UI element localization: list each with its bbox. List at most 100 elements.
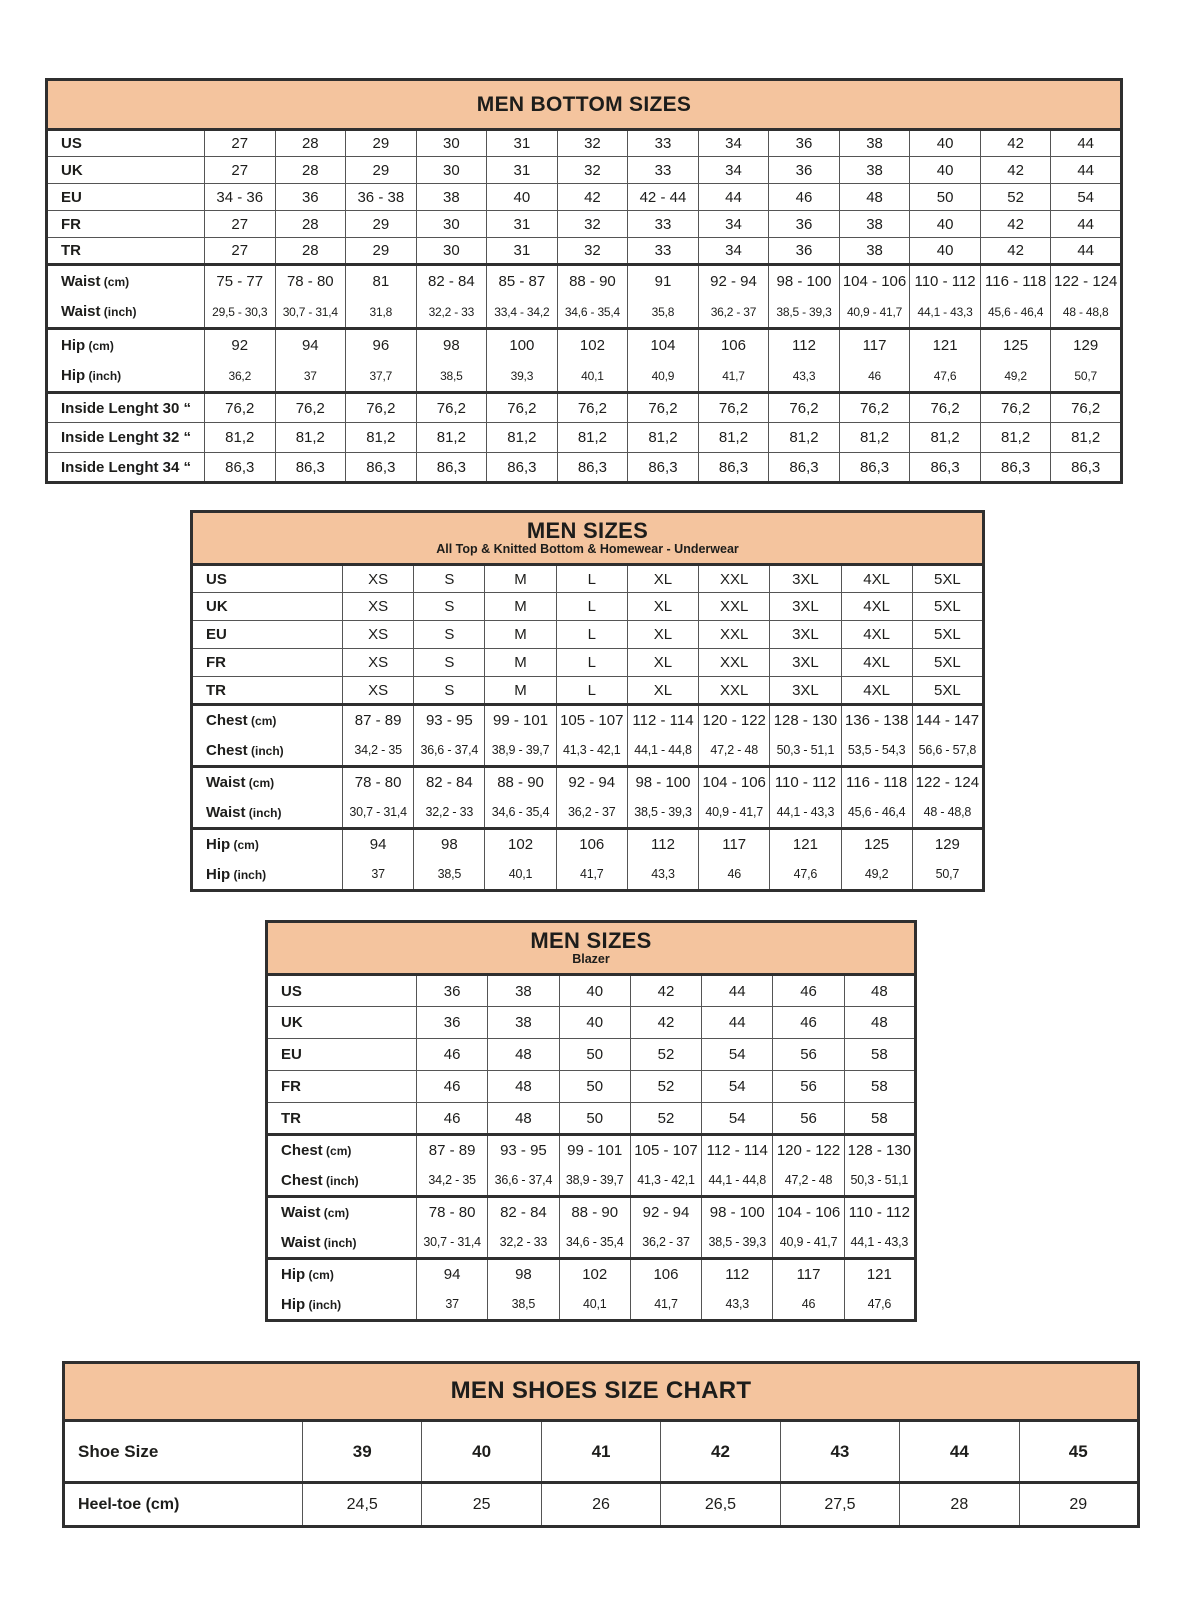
size-value-cell: 117	[698, 827, 771, 860]
size-value-cell: 52	[629, 1038, 703, 1071]
size-value-cell: 76,2	[909, 391, 981, 423]
size-value-cell: 44	[697, 183, 770, 211]
size-value-cell: 41,3 - 42,1	[629, 1165, 703, 1197]
size-value-cell: 42	[629, 1006, 703, 1039]
size-value-cell: 54	[1050, 183, 1122, 211]
size-value-cell: 86,3	[556, 452, 629, 483]
size-value-cell: 120 - 122	[698, 703, 771, 736]
size-value-cell: 33,4 - 34,2	[486, 296, 558, 329]
size-value-cell: 92 - 94	[629, 1195, 703, 1228]
table-row: UK 36 38 40 42 44 46 48	[266, 1006, 917, 1039]
size-value-cell: 38,5 - 39,3	[626, 797, 700, 829]
size-value-cell: 33	[627, 156, 699, 184]
size-value-cell: 85 - 87	[486, 263, 558, 297]
size-value-cell: XS	[341, 592, 415, 621]
table-row: Inside Lenght 32 “81,2 81,2 81,2 81,2 81,2 81…	[46, 422, 1122, 453]
size-value-cell: 29	[345, 156, 417, 184]
row-label: Waist (inch)	[46, 296, 205, 329]
size-value-cell: 29	[345, 129, 417, 157]
size-value-cell: 40,9 - 41,7	[698, 797, 771, 829]
size-value-cell: 94	[341, 827, 415, 860]
table-row: Waist (inch) 30,7 - 31,4 32,2 - 33 34,6 - 3…	[191, 797, 985, 829]
size-value-cell: 3XL	[769, 620, 842, 649]
size-value-cell: 33	[627, 237, 699, 265]
table-row: Hip (inch) 37 38,5 40,1 41,7 43,3 46 47,6 49,2 50…	[191, 859, 985, 891]
table-row: Waist (inch) 30,7 - 31,4 32,2 - 33 34,6 - 3…	[266, 1227, 917, 1259]
size-value-cell: 125	[979, 327, 1052, 361]
size-value-cell: L	[555, 648, 628, 677]
row-label: Inside Lenght 32 “	[46, 422, 205, 453]
size-value-cell: 104 - 106	[772, 1195, 845, 1228]
size-value-cell: 38	[838, 210, 911, 238]
size-value-cell: L	[555, 676, 628, 705]
size-value-cell: 32	[556, 210, 629, 238]
size-value-cell: 46	[838, 360, 911, 393]
size-value-cell: 40	[558, 1006, 631, 1039]
size-value-cell: 41,7	[555, 859, 628, 891]
size-value-cell: 105 - 107	[555, 703, 628, 736]
size-value-cell: 78 - 80	[341, 765, 415, 798]
size-value-cell: 42	[979, 210, 1052, 238]
table-row: EU XS S M L XL XXL 3XL 4XL 5XL	[191, 620, 985, 649]
size-value-cell: 58	[843, 1038, 917, 1071]
size-value-cell: 34,2 - 35	[415, 1165, 489, 1197]
size-value-cell: 35,8	[627, 296, 699, 329]
size-value-cell: 56,6 - 57,8	[911, 735, 985, 767]
size-value-cell: XXL	[698, 676, 771, 705]
size-value-cell: 42	[979, 129, 1052, 157]
size-value-cell: 38	[838, 237, 911, 265]
size-value-cell: 110 - 112	[769, 765, 842, 798]
row-label: TR	[266, 1102, 417, 1135]
size-value-cell: 4XL	[840, 564, 913, 593]
table-header-band: MEN SHOES SIZE CHART	[62, 1361, 1140, 1419]
size-value-cell: 44,1 - 44,8	[701, 1165, 774, 1197]
size-value-cell: 81,2	[627, 422, 699, 453]
row-label: Hip (inch)	[191, 859, 343, 891]
size-value-cell: 40,9	[627, 360, 699, 393]
size-value-cell: 44	[1050, 129, 1122, 157]
size-value-cell: 81,2	[556, 422, 629, 453]
size-value-cell: 44,1 - 43,3	[843, 1227, 917, 1259]
table-row: Hip (cm) 94 98 102 106 112 117 121	[266, 1257, 917, 1290]
size-value-cell: 48	[838, 183, 911, 211]
size-value-cell: L	[555, 564, 628, 593]
size-value-cell: 36,2 - 37	[555, 797, 628, 829]
size-value-cell: 52	[629, 1070, 703, 1103]
size-value-cell: 34	[697, 156, 770, 184]
size-value-cell: S	[413, 592, 486, 621]
size-value-cell: 40,1	[558, 1289, 631, 1321]
size-value-cell: 4XL	[840, 620, 913, 649]
size-value-cell: 117	[838, 327, 911, 361]
men-shoes-size-grid: Shoe Size 39 40 41 42 43 44 45 Heel-toe (cm) 24,5…	[62, 1419, 1140, 1528]
size-value-cell: 52	[629, 1102, 703, 1135]
size-value-cell: 45,6 - 46,4	[979, 296, 1052, 329]
size-value-cell: 122 - 124	[1050, 263, 1122, 297]
size-value-cell: 40	[909, 129, 981, 157]
size-value-cell: 34	[697, 210, 770, 238]
size-value-cell: 32	[556, 156, 629, 184]
row-label: Waist (cm)	[191, 765, 343, 798]
table-row: TR 46 48 50 52 54 56 58	[266, 1102, 917, 1135]
table-row: Inside Lenght 34 “86,3 86,3 86,3 86,3 86,3 86…	[46, 452, 1122, 483]
size-value-cell: 50	[558, 1038, 631, 1071]
size-value-cell: M	[484, 592, 557, 621]
size-value-cell: 41,3 - 42,1	[555, 735, 628, 767]
size-value-cell: 37	[415, 1289, 489, 1321]
size-value-cell: 28	[274, 156, 347, 184]
size-value-cell: 45,6 - 46,4	[840, 797, 913, 829]
size-value-cell: 82 - 84	[413, 765, 486, 798]
size-value-cell: 86,3	[486, 452, 558, 483]
size-value-cell: 4XL	[840, 592, 913, 621]
size-value-cell: 29	[1018, 1481, 1140, 1527]
size-value-cell: 36	[415, 974, 489, 1007]
size-value-cell: 27,5	[779, 1481, 901, 1527]
size-value-cell: 40	[558, 974, 631, 1007]
size-value-cell: 47,2 - 48	[772, 1165, 845, 1197]
size-value-cell: 46	[415, 1038, 489, 1071]
size-value-cell: 32,2 - 33	[487, 1227, 560, 1259]
size-value-cell: 5XL	[911, 592, 985, 621]
size-value-cell: 46	[415, 1102, 489, 1135]
men-sizes-blazer-table: MEN SIZES Blazer US 36 38 40 42 44 46 48 UK 36 38 4…	[265, 920, 917, 1322]
size-value-cell: 36	[768, 156, 840, 184]
size-value-cell: 34,6 - 35,4	[556, 296, 629, 329]
